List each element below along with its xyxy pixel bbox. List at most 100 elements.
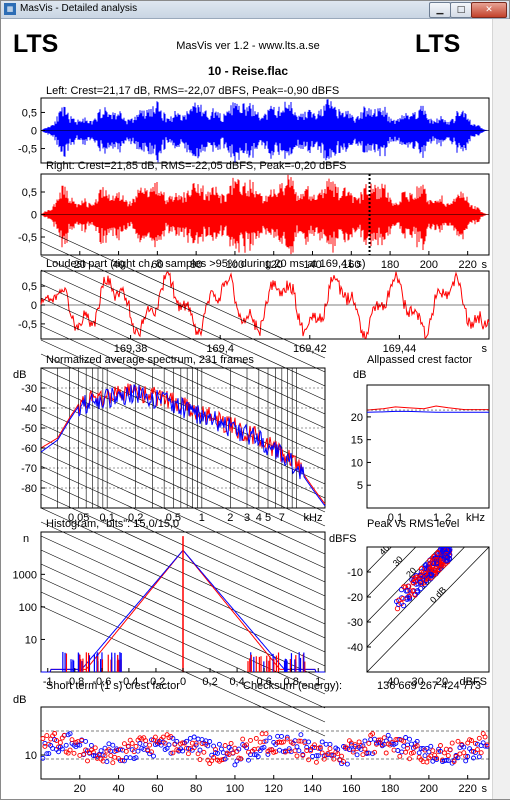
peak-rms-point	[417, 579, 423, 585]
short-crest-point	[261, 744, 267, 750]
short-crest-point	[372, 749, 378, 755]
short-crest-point	[248, 737, 253, 743]
short-crest-point	[377, 737, 383, 743]
right-waveform-xtick-label: 120	[265, 259, 283, 271]
short-crest-point	[40, 736, 46, 741]
short-crest-point	[201, 749, 207, 755]
right-waveform-xtick-label: 220	[458, 259, 476, 271]
short-crest-point	[356, 739, 362, 745]
crest-ytick-label: 15	[351, 435, 363, 447]
short-crest-point	[151, 753, 156, 759]
short-crest-point	[385, 732, 391, 738]
close-button[interactable]: ✕	[471, 2, 507, 18]
short-crest-point	[416, 750, 422, 756]
vertical-scrollbar[interactable]	[492, 19, 510, 799]
short-crest-point	[143, 738, 149, 744]
short-crest-point	[296, 738, 302, 744]
peak-rms-title: Peak vs RMS level	[367, 518, 459, 530]
short-crest-point	[263, 731, 269, 737]
spectrum-slope-line	[40, 465, 326, 597]
peak-rms-point	[430, 560, 436, 566]
short-crest-xtick-label: 60	[151, 783, 163, 795]
spectrum-xtick-label: 3	[244, 512, 250, 524]
short-crest-point	[195, 736, 201, 742]
short-crest-point	[323, 741, 329, 747]
spectrum-slope-line	[40, 423, 326, 555]
peak-rms-ytick-label: -10	[347, 567, 363, 579]
short-crest-point	[315, 753, 321, 759]
loudest-part-xtick-label: 169,44	[383, 343, 417, 355]
short-crest-point	[474, 747, 480, 753]
short-crest-point	[414, 743, 420, 749]
right-waveform-xunit-label: s	[482, 259, 488, 271]
short-crest-point	[455, 755, 461, 761]
histogram-xtick-label: -0,8	[65, 676, 84, 688]
minimize-button[interactable]: ▁	[429, 2, 451, 18]
title-bar[interactable]: ▦ MasVis - Detailed analysis ▁ □ ✕	[1, 1, 509, 19]
peak-rms-point	[436, 567, 442, 573]
short-crest-point	[424, 745, 430, 751]
peak-rms-diag	[367, 547, 466, 648]
short-crest-point	[403, 749, 409, 755]
crest-ylabel: dB	[353, 369, 366, 381]
spectrum-xtick-label: 2	[227, 512, 233, 524]
short-crest-point	[81, 751, 87, 757]
short-crest-point	[88, 742, 94, 748]
right-waveform-xtick-label: 60	[151, 259, 163, 271]
short-crest-frame	[40, 706, 490, 780]
histogram-title: Histogram, "bits": 15,0/15,0	[46, 518, 179, 530]
short-crest-point	[44, 751, 50, 757]
short-crest-point	[461, 744, 467, 750]
short-crest-point	[56, 744, 61, 750]
right-waveform-ytick-label: 0,5	[22, 187, 37, 199]
histogram-ytick-label: 100	[19, 602, 37, 614]
right-waveform-xtick-label: 160	[342, 259, 360, 271]
histogram-xtick-label: 0,8	[284, 676, 299, 688]
short-crest-point	[478, 750, 484, 756]
short-crest-point	[253, 735, 259, 741]
spectrum-xtick-label: 0,05	[68, 512, 89, 524]
short-crest-point	[457, 751, 463, 757]
crest-ytick-label: 10	[351, 457, 363, 469]
short-crest-point	[310, 753, 315, 759]
maximize-button[interactable]: □	[450, 2, 472, 18]
short-crest-point	[59, 746, 65, 752]
short-crest-point	[216, 741, 222, 747]
peak-rms-diag-label: 0 dB	[428, 585, 448, 605]
short-crest-point	[197, 757, 203, 763]
spectrum-slope-line	[40, 297, 326, 429]
peak-rms-point	[418, 566, 425, 572]
file-name: 10 - Reise.flac	[208, 64, 288, 78]
short-crest-point	[104, 759, 110, 765]
short-crest-point	[215, 750, 220, 756]
peak-rms-point	[419, 581, 425, 587]
short-crest-point	[341, 759, 346, 765]
short-crest-ylabel: dB	[13, 694, 26, 706]
histogram-xtick-label: -0,6	[92, 676, 111, 688]
histogram-xtick-label: -0,4	[119, 676, 138, 688]
short-crest-point	[368, 737, 374, 742]
short-crest-point	[149, 749, 154, 755]
peak-rms-ylabel: dBFS	[329, 533, 357, 545]
short-crest-point	[160, 734, 166, 740]
peak-rms-point	[423, 563, 429, 569]
spectrum-xtick-label: 1	[199, 512, 205, 524]
histogram-ylabel: n	[23, 533, 29, 545]
short-crest-point	[236, 746, 242, 752]
short-crest-point	[168, 750, 174, 756]
short-crest-point	[465, 754, 471, 759]
spectrum-xunit-label: kHz	[304, 512, 323, 524]
short-crest-point	[294, 744, 300, 750]
spectrum-slope-line	[40, 367, 326, 499]
crest-xunit-label: kHz	[466, 512, 485, 524]
short-crest-xtick-label: 80	[190, 783, 202, 795]
short-crest-point	[170, 750, 176, 756]
short-crest-point	[397, 753, 403, 759]
short-crest-point	[133, 743, 139, 749]
short-crest-point	[327, 746, 333, 752]
short-crest-point	[255, 754, 261, 760]
spectrum-xtick-label: 0,5	[166, 512, 181, 524]
spectrum-slope-line	[40, 451, 326, 583]
short-crest-point	[71, 750, 77, 756]
short-crest-xunit-label: s	[482, 783, 488, 795]
